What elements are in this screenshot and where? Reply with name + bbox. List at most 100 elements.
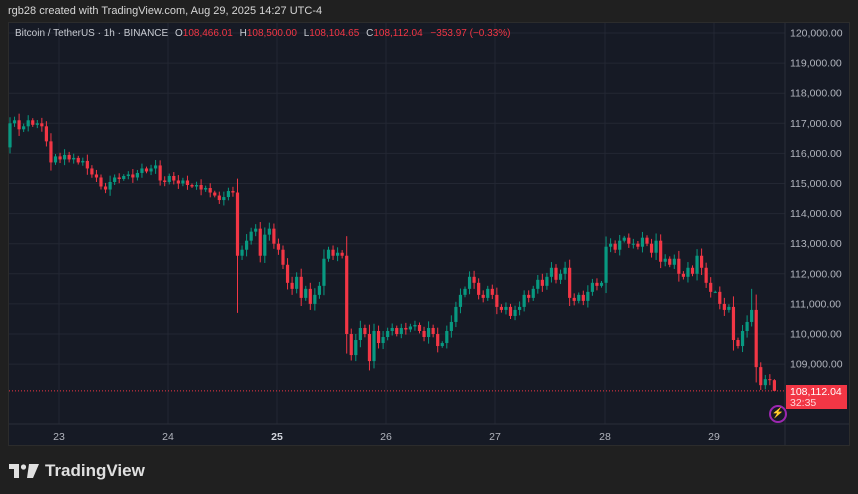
candle-body [17,120,21,130]
logo-text: TradingView [45,461,145,480]
candle-body [258,228,262,256]
candle-body [304,288,308,298]
candle-body [313,294,317,304]
symbol-legend: Bitcoin / TetherUS · 1h · BINANCE O108,4… [15,28,510,39]
candle-body [22,126,26,130]
tradingview-logo[interactable]: TradingView [9,461,145,481]
candle-body [367,334,372,362]
candle-body [440,343,444,347]
candle-body [563,267,567,274]
price-axis-label: 115,000.00 [790,178,842,190]
candle-body [417,324,422,331]
candle-body [63,154,67,160]
candle-body [700,255,704,268]
candle-body [281,249,285,265]
candle-body [627,237,631,244]
candle-body [513,309,517,316]
candle-body [618,240,622,250]
candle-body [636,243,640,247]
lightning-icon[interactable]: ⚡ [769,405,787,423]
candle-body [408,326,412,330]
candle-body [663,258,667,262]
candle-body [677,258,681,274]
candle-body [431,327,435,334]
candle-body [263,234,267,256]
symbol-name[interactable]: Bitcoin / TetherUS · 1h · BINANCE [15,28,169,39]
candle-body [181,180,185,184]
candle-body [754,309,758,368]
chart-panel[interactable] [8,22,850,446]
candle-body [531,288,535,298]
candle-body [340,252,344,256]
candle-body [372,330,376,362]
candle-body [272,228,276,244]
candle-body [508,306,513,316]
candle-body [536,279,540,289]
candle-body [44,126,48,142]
candle-body [422,330,426,338]
candle-body [240,249,244,256]
candle-body [586,291,590,301]
candle-body [404,327,408,330]
candle-body [549,267,554,277]
candle-body [58,156,62,160]
candle-body [522,294,526,307]
candle-body [140,168,144,173]
candle-body [504,306,508,310]
candle-body [399,327,403,334]
candle-body [672,258,676,265]
price-axis-label: 113,000.00 [790,238,842,250]
candle-body [640,237,645,247]
candle-body [231,191,235,193]
high-label: H [239,28,247,39]
candle-body [326,249,331,259]
price-axis-label: 114,000.00 [790,208,842,220]
candle-body [590,282,594,292]
candle-body [122,175,126,179]
candle-body [390,327,394,331]
candle-body [199,185,203,190]
candle-body [290,282,294,289]
candle-body [217,195,221,201]
open-value: 108,466.01 [182,28,233,39]
candle-body [581,294,585,301]
candle-body [131,174,135,178]
last-price: 108,112.04 [790,386,842,398]
candle-body [245,240,249,250]
change-value: −353.97 (−0.33%) [430,28,511,39]
candle-body [681,273,685,277]
candle-body [759,367,763,386]
candle-body [577,294,581,301]
candle-body [49,141,53,163]
candle-body [467,276,472,289]
candle-body [113,177,117,182]
time-axis-label: 28 [599,431,611,443]
candle-body [167,175,171,182]
candle-body [413,324,417,327]
time-axis-label: 24 [162,431,174,443]
candle-body [254,228,258,232]
candle-body [659,240,663,262]
candle-body [709,282,713,292]
candle-body [454,306,458,322]
candle-body [204,188,208,190]
candle-body [622,237,626,241]
candle-body [613,243,617,250]
high-value: 108,500.00 [246,28,297,39]
candle-body [736,340,740,347]
candle-body [99,177,103,187]
candle-body [695,255,699,274]
candle-body [349,334,353,356]
price-axis-label: 120,000.00 [790,28,843,40]
candle-body [222,197,226,201]
candle-body [176,180,180,184]
time-axis-label: 23 [53,431,65,443]
candle-body [308,288,312,304]
candle-body [527,294,531,298]
candle-body [445,330,449,344]
candle-body [690,267,695,274]
candle-body [235,192,240,256]
candle-body [381,337,385,344]
low-value: 108,104.65 [309,28,360,39]
